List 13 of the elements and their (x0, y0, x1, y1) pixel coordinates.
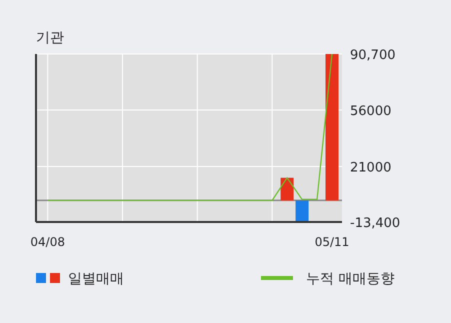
bar (296, 200, 309, 222)
x-tick-label: 04/08 (30, 235, 65, 249)
legend-label: 일별매매 (68, 271, 124, 287)
y-tick-label: 90,700 (350, 48, 396, 63)
y-tick-label: -13,400 (350, 216, 400, 231)
y-tick-label: 21000 (350, 160, 392, 176)
bar (326, 54, 338, 200)
legend-label: 누적 매매동향 (306, 271, 394, 287)
chart-title: 기관 (36, 30, 64, 46)
x-tick-label: 05/11 (314, 235, 350, 249)
y-tick-label: 56000 (350, 104, 392, 119)
bar (280, 178, 294, 200)
line-series (47, 53, 333, 201)
